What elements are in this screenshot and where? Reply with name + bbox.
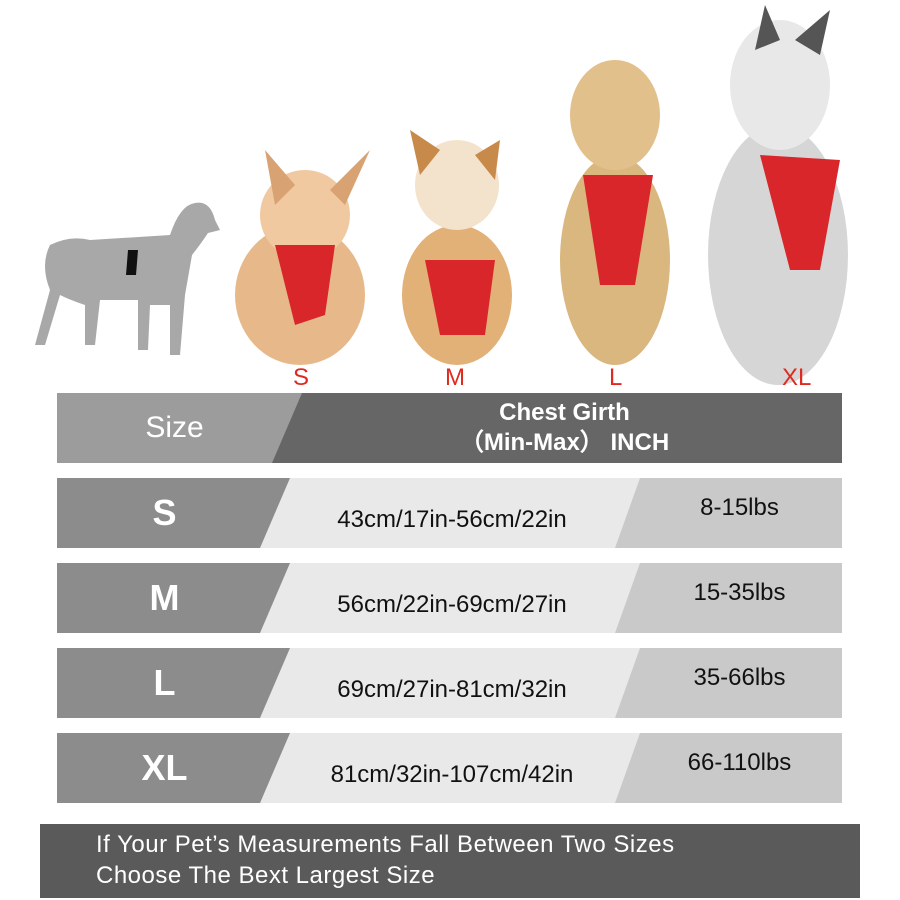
size-note: If Your Pet’s Measurements Fall Between … (40, 824, 860, 898)
dog-large-image (560, 60, 670, 365)
row-weight: 66-110lbs (687, 749, 792, 776)
note-line2: Choose The Bext Largest Size (96, 862, 436, 889)
dog-size-label-l: L (609, 364, 623, 391)
row-chest-girth: 56cm/22in-69cm/27in (337, 591, 567, 618)
dog-small-image (235, 150, 370, 365)
header-size: Size (145, 411, 204, 444)
row-size: S (152, 492, 177, 533)
row-weight: 35-66lbs (693, 664, 786, 691)
table-row: M 56cm/22in-69cm/27in 15-35lbs (57, 563, 842, 633)
row-size: M (149, 577, 180, 618)
row-chest-girth: 43cm/17in-56cm/22in (337, 506, 567, 533)
header-chest-girth: Chest Girth （Min-Max） INCH (357, 393, 772, 463)
dog-silhouette-icon (35, 202, 220, 355)
header-girth-line1: Chest Girth (499, 399, 630, 426)
dog-size-label-xl: XL (782, 364, 812, 391)
row-size: XL (141, 747, 188, 788)
header-girth-line2: （Min-Max） INCH (459, 429, 670, 456)
table-row: S 43cm/17in-56cm/22in 8-15lbs (57, 478, 842, 548)
row-chest-girth: 69cm/27in-81cm/32in (337, 676, 567, 703)
table-row: L 69cm/27in-81cm/32in 35-66lbs (57, 648, 842, 718)
row-size: L (153, 662, 176, 703)
note-line1: If Your Pet’s Measurements Fall Between … (96, 831, 675, 858)
row-weight: 15-35lbs (693, 579, 786, 606)
dog-size-label-m: M (445, 364, 465, 391)
dog-size-label-s: S (293, 364, 310, 391)
table-header: Size Chest Girth （Min-Max） INCH (57, 393, 842, 463)
dog-medium-image (402, 130, 512, 365)
row-weight: 8-15lbs (700, 494, 779, 521)
table-row: XL 81cm/32in-107cm/42in 66-110lbs (57, 733, 842, 803)
dog-xlarge-image (708, 5, 848, 385)
row-chest-girth: 81cm/32in-107cm/42in (330, 761, 574, 788)
